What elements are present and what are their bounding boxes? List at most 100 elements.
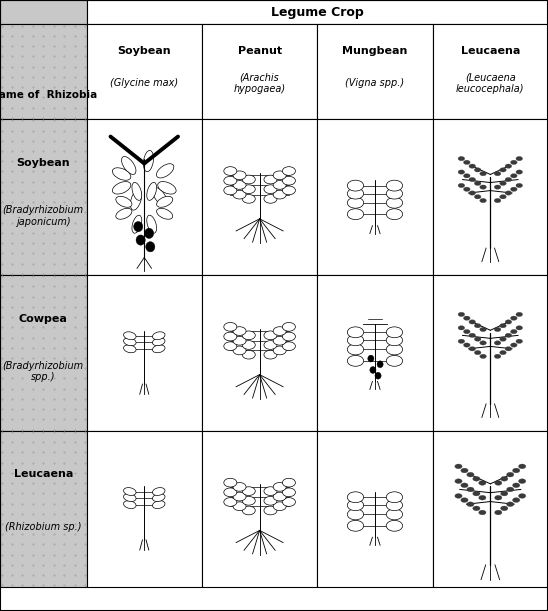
Point: [49, 42, 58, 51]
Point: [39, 519, 48, 529]
Point: [70, 580, 79, 590]
Bar: [202, 275, 317, 431]
Point: [60, 177, 68, 186]
Ellipse shape: [242, 341, 255, 349]
Text: Soybean: Soybean: [16, 158, 70, 168]
Point: [39, 92, 48, 102]
Ellipse shape: [458, 312, 465, 316]
Point: [60, 580, 68, 590]
Ellipse shape: [242, 175, 255, 184]
Ellipse shape: [467, 487, 474, 492]
Point: [0, 82, 6, 92]
Point: [8, 92, 16, 102]
Point: [70, 103, 79, 112]
Point: [70, 167, 79, 177]
Point: [81, 62, 89, 71]
Ellipse shape: [464, 174, 470, 178]
Ellipse shape: [233, 171, 246, 180]
Point: [49, 187, 58, 197]
Point: [28, 126, 37, 136]
Point: [8, 167, 16, 177]
Text: Leucaena: Leucaena: [14, 469, 73, 480]
Point: [81, 499, 89, 508]
Point: [81, 92, 89, 102]
Point: [0, 21, 6, 31]
Point: [0, 156, 6, 166]
Point: [70, 228, 79, 238]
Point: [70, 437, 79, 447]
Point: [60, 82, 68, 92]
Point: [39, 238, 48, 248]
Point: [81, 156, 89, 166]
Point: [49, 478, 58, 488]
Point: [28, 258, 37, 268]
Ellipse shape: [475, 181, 481, 186]
Point: [81, 115, 89, 125]
Point: [8, 269, 16, 279]
Ellipse shape: [511, 160, 517, 164]
Ellipse shape: [282, 177, 295, 185]
Point: [28, 228, 37, 238]
Point: [8, 364, 16, 373]
Point: [60, 197, 68, 207]
Point: [0, 580, 6, 590]
Point: [70, 404, 79, 414]
Ellipse shape: [473, 491, 480, 496]
Point: [81, 136, 89, 145]
Point: [49, 146, 58, 156]
Point: [8, 312, 16, 322]
Point: [49, 282, 58, 291]
Point: [8, 291, 16, 301]
Ellipse shape: [122, 156, 136, 174]
Point: [0, 271, 6, 281]
Point: [8, 249, 16, 258]
Point: [28, 509, 37, 519]
Ellipse shape: [516, 183, 523, 188]
Point: [18, 394, 27, 404]
Point: [60, 187, 68, 197]
Point: [49, 238, 58, 248]
Point: [0, 258, 6, 268]
Point: [81, 271, 89, 281]
Ellipse shape: [233, 502, 246, 511]
Point: [18, 31, 27, 41]
Ellipse shape: [458, 326, 465, 330]
Point: [39, 332, 48, 342]
Point: [81, 488, 89, 498]
Point: [39, 447, 48, 457]
Point: [0, 167, 6, 177]
Point: [60, 509, 68, 519]
Point: [0, 238, 6, 248]
Point: [18, 478, 27, 488]
Point: [39, 509, 48, 519]
Point: [70, 332, 79, 342]
Point: [60, 394, 68, 404]
Ellipse shape: [347, 344, 364, 355]
Point: [39, 51, 48, 61]
Point: [39, 115, 48, 125]
Point: [81, 228, 89, 238]
Point: [0, 113, 6, 123]
Point: [70, 394, 79, 404]
Point: [49, 82, 58, 92]
Point: [81, 312, 89, 322]
Ellipse shape: [233, 483, 246, 491]
Point: [49, 51, 58, 61]
Point: [28, 271, 37, 281]
Ellipse shape: [458, 170, 465, 174]
Point: [8, 113, 16, 123]
Ellipse shape: [500, 351, 506, 355]
Point: [0, 92, 6, 102]
Ellipse shape: [469, 164, 476, 168]
Point: [39, 218, 48, 227]
Ellipse shape: [479, 481, 486, 485]
Ellipse shape: [224, 167, 237, 175]
Point: [60, 146, 68, 156]
Ellipse shape: [494, 199, 501, 203]
Point: [8, 156, 16, 166]
Bar: [317, 24, 432, 119]
Point: [8, 425, 16, 434]
Point: [60, 271, 68, 281]
Point: [18, 115, 27, 125]
Ellipse shape: [347, 180, 364, 191]
